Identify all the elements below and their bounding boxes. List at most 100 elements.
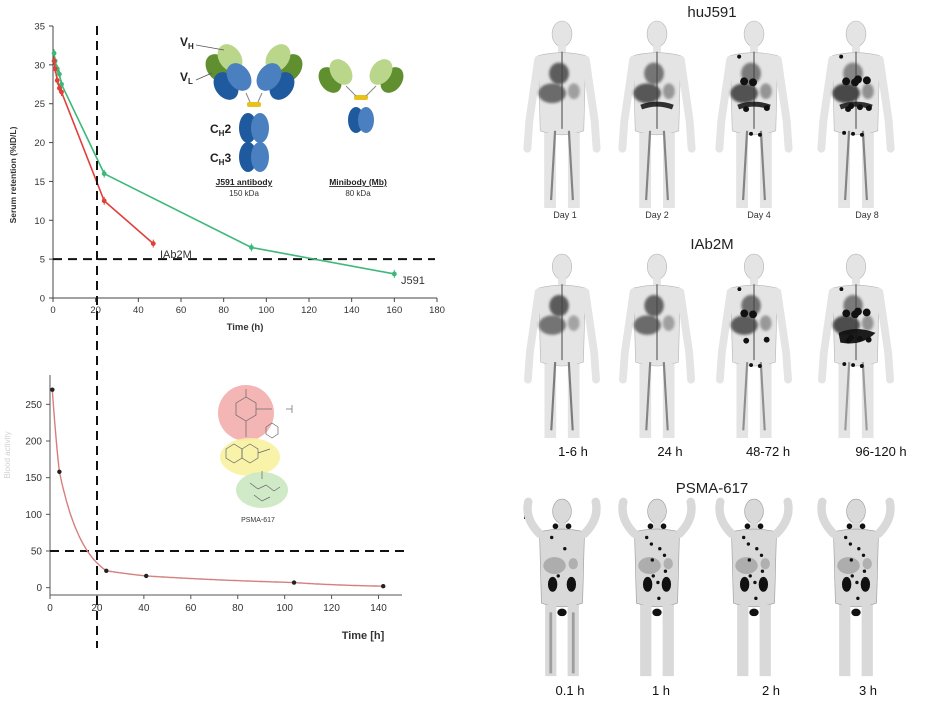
pet-heart <box>644 294 664 317</box>
c1-point-iab2m <box>51 58 57 64</box>
c1-xlabel: Time (h) <box>227 322 264 333</box>
c1-xtick-label: 80 <box>218 305 229 316</box>
c2-point-psma617 <box>291 580 297 585</box>
psma617-molecule-schematic <box>218 385 293 508</box>
pet-vessels <box>645 130 669 201</box>
pet-body-psma-4 <box>817 497 895 677</box>
c2-xtick-label: 20 <box>91 603 103 614</box>
pet-row2-label-4: 96-120 h <box>855 444 907 459</box>
pet-neck <box>558 278 566 287</box>
pet-salivary-left <box>744 523 751 530</box>
pet-body-psma-2 <box>618 497 696 677</box>
pet-liver <box>538 315 566 335</box>
pet-vessels <box>550 362 574 431</box>
pet-bowel <box>737 101 771 110</box>
pet-spleen <box>567 83 580 100</box>
pet-salivary-left <box>552 523 559 530</box>
pet-head <box>743 20 765 48</box>
pet-vessels <box>549 612 575 674</box>
pet-neck <box>558 522 566 530</box>
pet-liver <box>832 83 860 104</box>
pet-lesion <box>857 547 861 551</box>
pet-body-mab-3 <box>715 20 793 209</box>
pet-bowel <box>839 101 873 110</box>
pet-lesion <box>651 574 655 578</box>
pet-lesion <box>854 307 862 316</box>
pet-lesion <box>760 569 765 573</box>
c2-ytick-label: 250 <box>25 400 42 411</box>
pet-arm-left <box>619 288 638 384</box>
c1-xtick-label: 100 <box>258 305 274 316</box>
pet-row2-label-3: 48-72 h <box>745 444 791 459</box>
pet-heart <box>549 62 569 85</box>
pet-lesion <box>842 77 851 86</box>
pet-lesion <box>556 574 560 578</box>
pet-lesion <box>663 569 668 573</box>
c1-xtick-label: 180 <box>429 305 445 316</box>
pet-body-mab2-4 <box>818 253 894 439</box>
pet-neck <box>750 522 758 530</box>
pet-lesion <box>749 131 754 136</box>
pet-neck <box>750 45 758 54</box>
pet-lesion <box>743 337 750 344</box>
pet-lesion <box>839 54 844 59</box>
pet-bowel <box>838 329 876 344</box>
pet-arm-right <box>581 55 601 153</box>
pet-lesion <box>649 542 654 546</box>
pet-lesion <box>759 553 764 557</box>
pet-lesion <box>569 585 574 589</box>
pet-lesion <box>851 131 856 136</box>
pet-head <box>744 498 764 524</box>
pet-lesion <box>848 542 853 546</box>
pet-body-psma-1 <box>523 497 601 677</box>
pet-vessels <box>550 130 574 201</box>
pet-body-mab-1 <box>523 20 601 209</box>
pet-lesion <box>748 574 752 578</box>
c2-xtick-label: 0 <box>47 603 53 614</box>
pet-liver <box>633 315 661 335</box>
pet-arm-right <box>875 288 894 384</box>
pet-lesion <box>746 542 751 546</box>
pet-lesion <box>839 287 844 292</box>
pet-row2-label-1: 1-6 h <box>558 444 588 459</box>
pet-vessels <box>645 362 669 431</box>
pet-head <box>647 498 667 524</box>
vh-label: VH <box>180 35 194 51</box>
pet-kidney-left <box>841 576 852 592</box>
pet-lesion <box>842 362 847 367</box>
pet-head <box>845 20 867 48</box>
c2-xlabel: Time [h] <box>342 630 385 642</box>
pet-lesion <box>737 287 742 292</box>
pet-heart <box>644 62 664 85</box>
pet-lesion <box>842 309 851 318</box>
pet-salivary-right <box>660 523 667 530</box>
pet-lesion <box>658 547 662 551</box>
c1-xtick-label: 120 <box>301 305 317 316</box>
pet-arm-left <box>716 288 735 384</box>
j591-antibody-schematic <box>195 44 303 172</box>
pet-arm-left <box>524 288 543 384</box>
pet-neck <box>653 45 661 54</box>
pet-arm-left <box>618 497 639 538</box>
pet-neck <box>653 522 661 530</box>
pet-lesion <box>754 596 758 601</box>
pet-body-mab2-3 <box>716 253 792 439</box>
pet-arm-right <box>676 55 696 153</box>
c2-ylabel: Blood activity <box>3 431 12 478</box>
pet-liver <box>638 557 661 575</box>
pet-lesion <box>849 558 854 562</box>
pet-spleen <box>662 83 675 100</box>
pet-lesion <box>749 78 757 87</box>
c1-point-iab2m <box>59 89 64 95</box>
c1-xtick-label: 20 <box>90 305 101 316</box>
pet-body-mab2-1 <box>524 253 600 439</box>
pet-spleen <box>760 558 770 570</box>
ch3-label: CH3 <box>210 151 231 167</box>
pet-lesion <box>755 547 759 551</box>
pet-liver <box>730 83 758 104</box>
pet-arm-left <box>523 497 544 538</box>
c1-point-j591 <box>51 50 57 56</box>
c2-ytick-label: 0 <box>36 583 42 594</box>
c1-point-j591 <box>59 81 64 87</box>
pet-liver <box>543 557 566 575</box>
